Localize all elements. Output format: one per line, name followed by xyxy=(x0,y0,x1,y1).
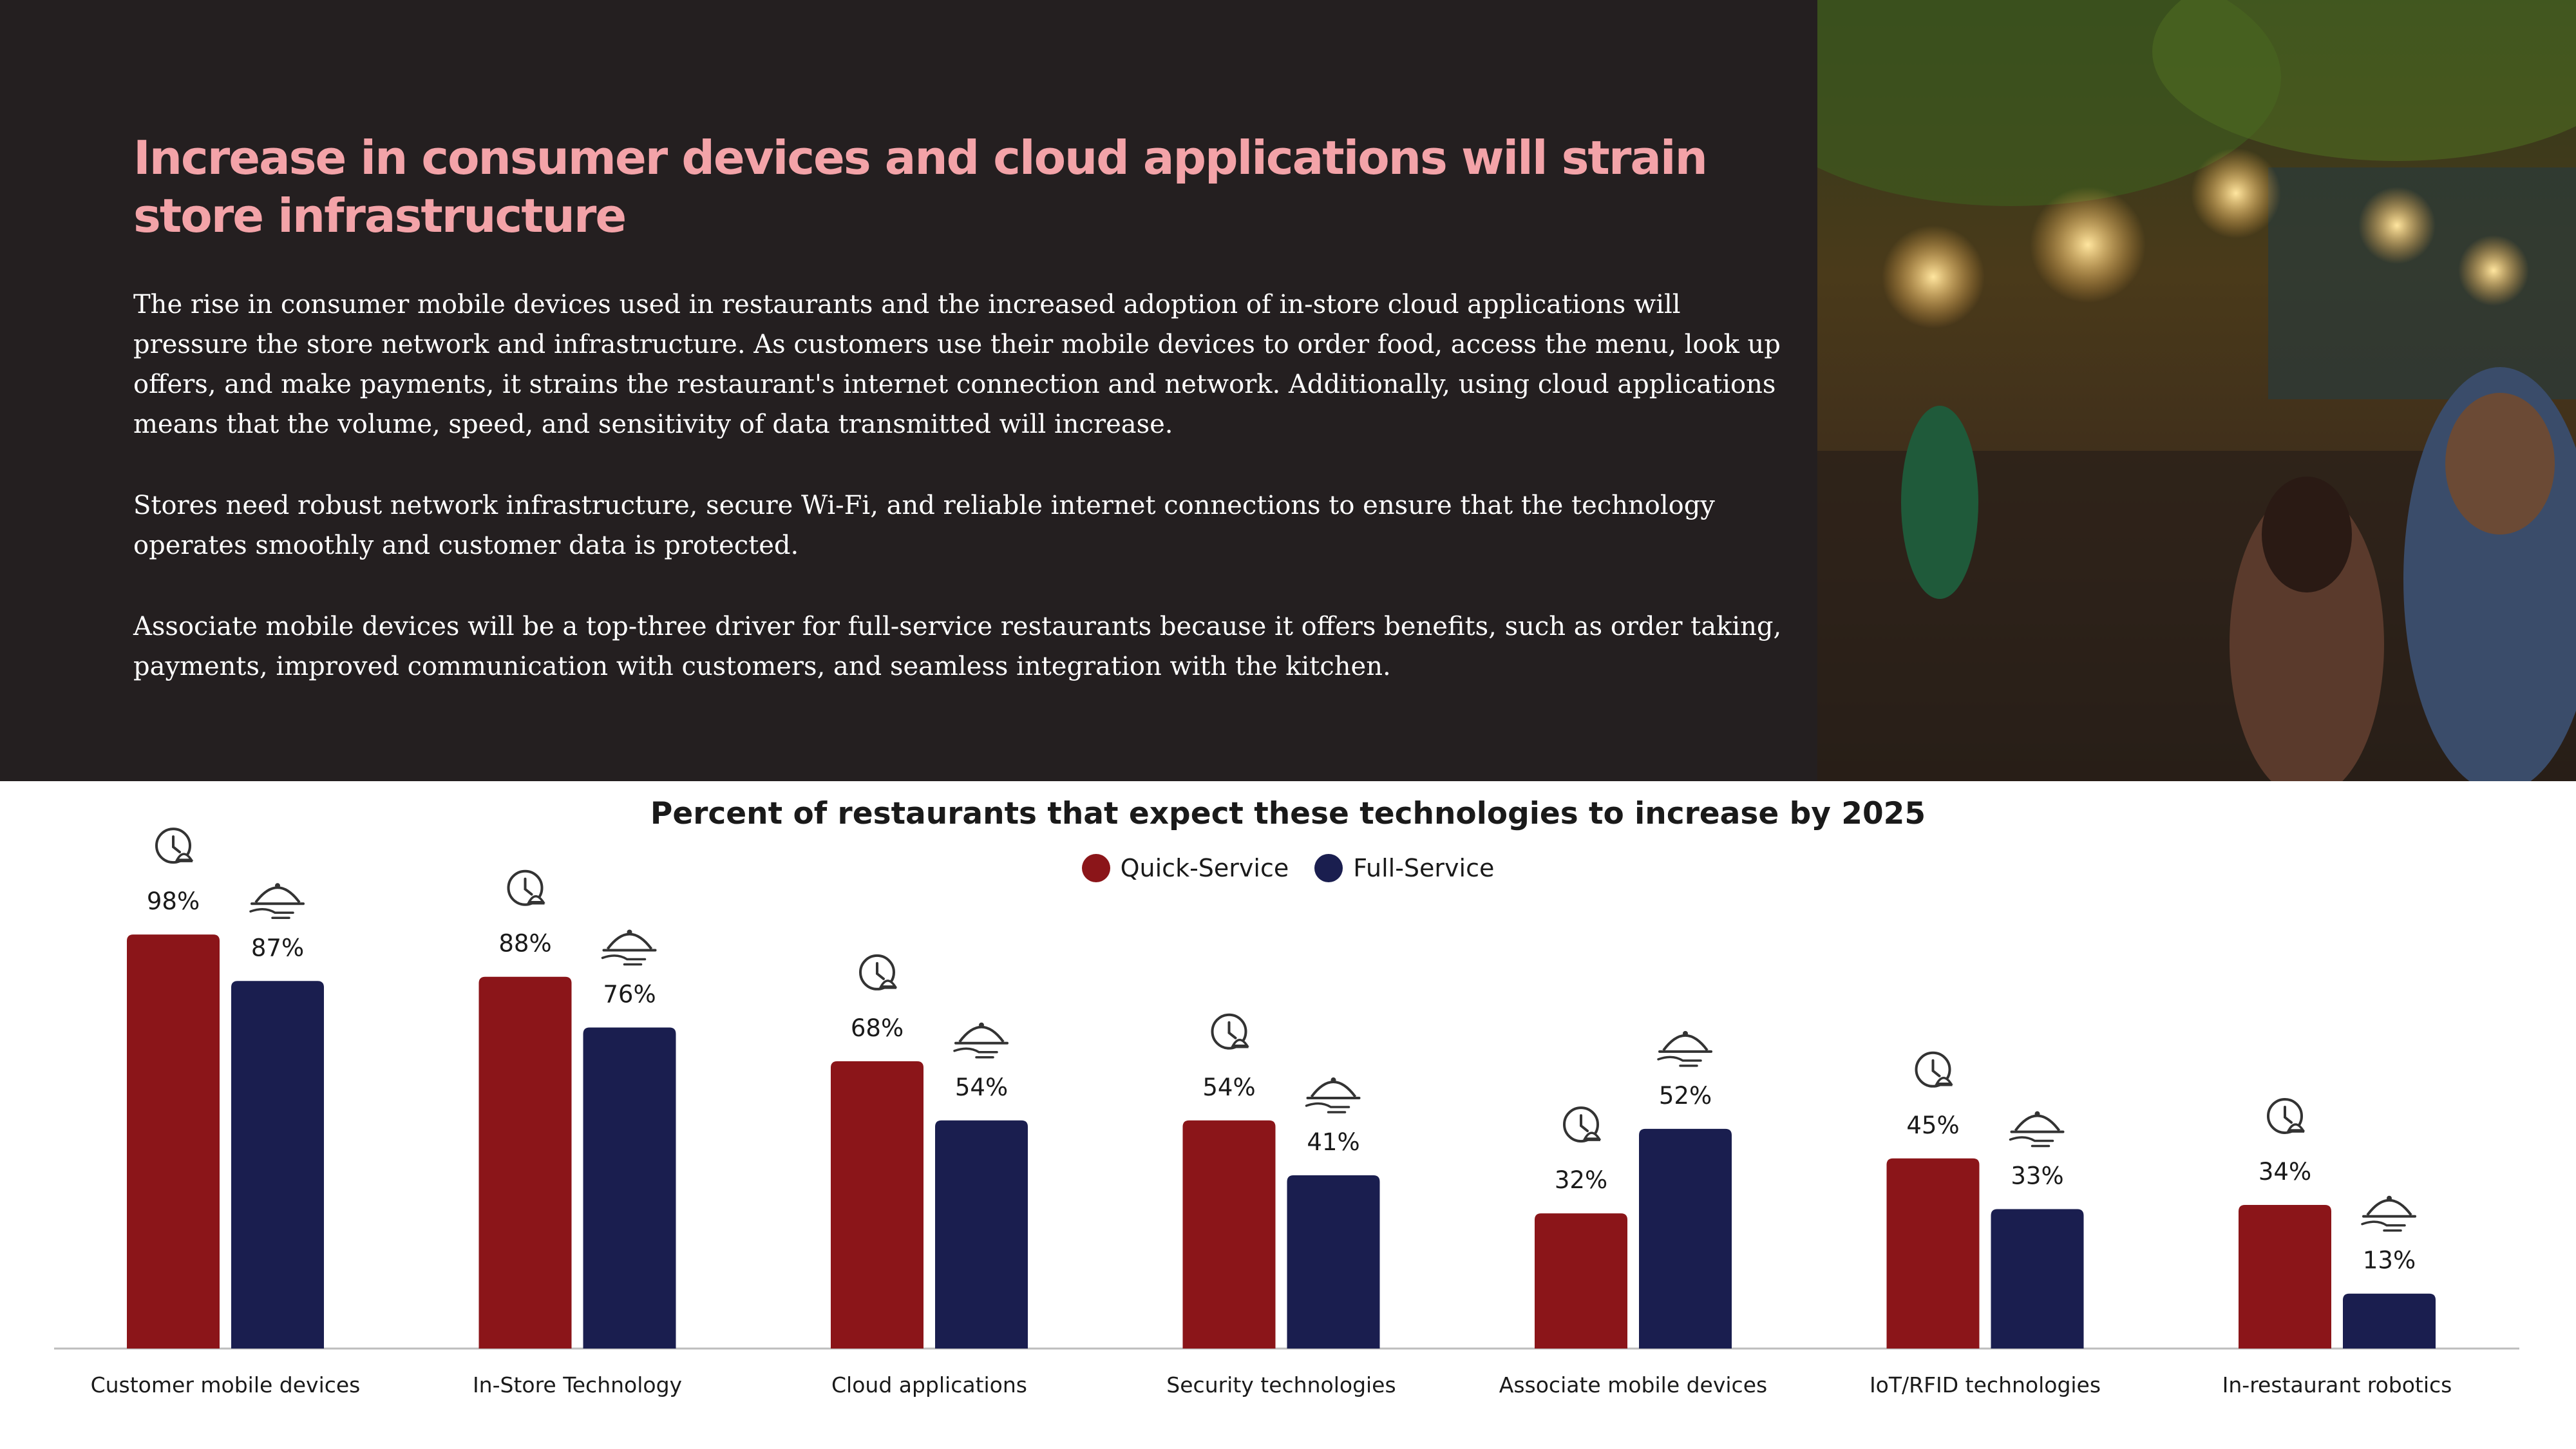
bar-full-service-customer-mobile-devices xyxy=(231,981,324,1349)
legend-item-full-service: Full-Service xyxy=(1314,854,1494,882)
serving-cloche-icon xyxy=(1305,1077,1361,1113)
bar-quick-service-customer-mobile-devices xyxy=(127,934,220,1349)
legend-item-quick-service: Quick-Service xyxy=(1081,854,1289,882)
bar-full-service-cloud-applications xyxy=(935,1120,1028,1349)
data-label-full-service-in-restaurant-robotics: 13% xyxy=(2363,1247,2416,1274)
data-label-quick-service-in-store-technology: 88% xyxy=(498,930,551,958)
data-label-full-service-iot-rfid-technologies: 33% xyxy=(2011,1162,2063,1190)
bar-quick-service-cloud-applications xyxy=(831,1061,923,1349)
category-label-in-store-technology: In-Store Technology xyxy=(473,1372,682,1397)
legend-swatch-full-service xyxy=(1314,854,1343,882)
data-label-full-service-cloud-applications: 54% xyxy=(955,1074,1008,1101)
data-label-quick-service-in-restaurant-robotics: 34% xyxy=(2259,1158,2311,1186)
serving-cloche-icon xyxy=(249,883,305,920)
serving-cloche-icon xyxy=(601,929,657,966)
data-label-quick-service-associate-mobile-devices: 32% xyxy=(1555,1166,1607,1194)
data-label-full-service-customer-mobile-devices: 87% xyxy=(251,934,304,961)
infrastructure-paragraph: Stores need robust network infrastructur… xyxy=(133,491,1715,560)
serving-cloche-icon xyxy=(953,1022,1009,1059)
bar-quick-service-in-store-technology xyxy=(478,976,572,1349)
legend-label-full-service: Full-Service xyxy=(1353,854,1495,882)
fast-food-clock-icon xyxy=(2267,1097,2306,1134)
page-title: Increase in consumer devices and cloud a… xyxy=(133,131,1708,243)
bar-quick-service-iot-rfid-technologies xyxy=(1886,1158,1980,1349)
bar-full-service-iot-rfid-technologies xyxy=(1991,1209,2084,1349)
category-label-iot-rfid-technologies: IoT/RFID technologies xyxy=(1870,1372,2101,1397)
bar-full-service-associate-mobile-devices xyxy=(1639,1128,1732,1349)
bar-quick-service-security-technologies xyxy=(1182,1120,1276,1349)
associate-devices-paragraph: Associate mobile devices will be a top-t… xyxy=(133,612,1782,681)
fast-food-clock-icon xyxy=(1211,1013,1249,1050)
serving-cloche-icon xyxy=(2361,1195,2416,1232)
category-label-associate-mobile-devices: Associate mobile devices xyxy=(1499,1372,1767,1397)
chart-title: Percent of restaurants that expect these… xyxy=(650,796,1926,831)
data-label-full-service-security-technologies: 41% xyxy=(1307,1128,1359,1156)
bar-quick-service-in-restaurant-robotics xyxy=(2239,1204,2331,1349)
fast-food-clock-icon xyxy=(859,954,898,990)
data-label-quick-service-iot-rfid-technologies: 45% xyxy=(1906,1112,1959,1139)
serving-cloche-icon xyxy=(1657,1030,1712,1067)
category-label-customer-mobile-devices: Customer mobile devices xyxy=(91,1372,361,1397)
bar-full-service-in-store-technology xyxy=(583,1027,676,1349)
legend-swatch-quick-service xyxy=(1081,854,1110,882)
data-label-quick-service-cloud-applications: 68% xyxy=(851,1014,904,1042)
intro-paragraph: The rise in consumer mobile devices used… xyxy=(133,290,1781,439)
serving-cloche-icon xyxy=(2009,1111,2065,1148)
fast-food-clock-icon xyxy=(1915,1051,1953,1088)
fast-food-clock-icon xyxy=(1563,1106,1602,1143)
data-label-quick-service-customer-mobile-devices: 98% xyxy=(147,887,200,915)
category-label-cloud-applications: Cloud applications xyxy=(831,1372,1027,1397)
legend-label-quick-service: Quick-Service xyxy=(1120,854,1289,882)
category-label-security-technologies: Security technologies xyxy=(1166,1372,1396,1397)
data-label-full-service-associate-mobile-devices: 52% xyxy=(1659,1082,1712,1110)
chart-legend: Quick-Service Full-Service xyxy=(0,854,2576,882)
data-label-quick-service-security-technologies: 54% xyxy=(1202,1074,1255,1101)
bar-full-service-in-restaurant-robotics xyxy=(2343,1293,2436,1349)
fast-food-clock-icon xyxy=(155,828,194,864)
data-label-full-service-in-store-technology: 76% xyxy=(603,980,656,1008)
fast-food-clock-icon xyxy=(507,869,545,906)
bar-quick-service-associate-mobile-devices xyxy=(1535,1213,1627,1349)
category-label-in-restaurant-robotics: In-restaurant robotics xyxy=(2222,1372,2452,1397)
bar-full-service-security-technologies xyxy=(1287,1175,1380,1349)
restaurant-photo xyxy=(1817,0,2576,781)
